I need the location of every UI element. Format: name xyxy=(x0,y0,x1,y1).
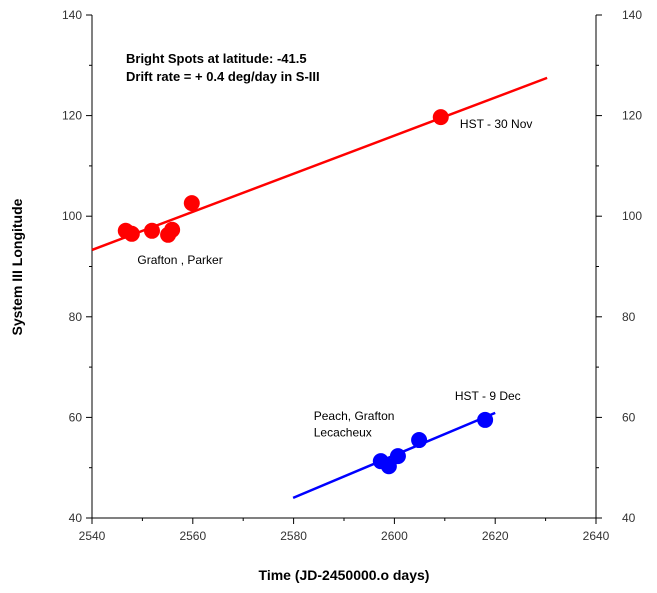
data-point-0 xyxy=(183,195,200,212)
y-tick-label-left: 40 xyxy=(69,511,83,525)
y-tick-label-left: 140 xyxy=(62,8,82,22)
annotation-4: Lecacheux xyxy=(314,426,372,440)
y-tick-label-right: 60 xyxy=(622,410,636,424)
data-point-1 xyxy=(411,432,428,449)
x-axis-label: Time (JD-2450000.o days) xyxy=(259,567,430,583)
x-tick-label: 2620 xyxy=(482,529,509,543)
data-point-0 xyxy=(123,225,140,242)
y-tick-label-left: 120 xyxy=(62,109,82,123)
x-tick-label: 2580 xyxy=(280,529,307,543)
chart-title-line-1: Bright Spots at latitude: -41.5 xyxy=(126,51,307,66)
data-point-0 xyxy=(164,221,181,238)
x-tick-label: 2540 xyxy=(79,529,106,543)
annotation-0: HST - 30 Nov xyxy=(460,117,532,131)
y-tick-label-right: 40 xyxy=(622,511,636,525)
data-point-1 xyxy=(389,448,406,465)
x-tick-label: 2640 xyxy=(583,529,610,543)
y-tick-label-right: 100 xyxy=(622,209,642,223)
x-tick-label: 2560 xyxy=(179,529,206,543)
y-tick-label-right: 120 xyxy=(622,109,642,123)
fit-line-0 xyxy=(91,76,548,252)
chart-title-line-2: Drift rate = + 0.4 deg/day in S-III xyxy=(126,69,320,84)
y-tick-label-left: 100 xyxy=(62,209,82,223)
data-point-1 xyxy=(477,411,494,428)
y-tick-label-right: 140 xyxy=(622,8,642,22)
x-tick-label: 2600 xyxy=(381,529,408,543)
y-tick-label-left: 80 xyxy=(69,310,83,324)
marks: HST - 30 Nov Grafton , Parker HST - 9 Dec P… xyxy=(91,76,548,500)
y-axis-label: System III Longitude xyxy=(9,198,25,335)
data-point-0 xyxy=(143,222,160,239)
annotation-2: HST - 9 Dec xyxy=(455,389,521,403)
y-tick-label-left: 60 xyxy=(69,410,83,424)
annotation-3: Peach, Grafton xyxy=(314,409,395,423)
annotation-1: Grafton , Parker xyxy=(137,253,222,267)
y-tick-label-right: 80 xyxy=(622,310,636,324)
data-point-0 xyxy=(432,109,449,126)
axes: 2540 2560 2580 2600 2620 2640 40 40 60 60 80 80 100 1… xyxy=(62,8,642,543)
